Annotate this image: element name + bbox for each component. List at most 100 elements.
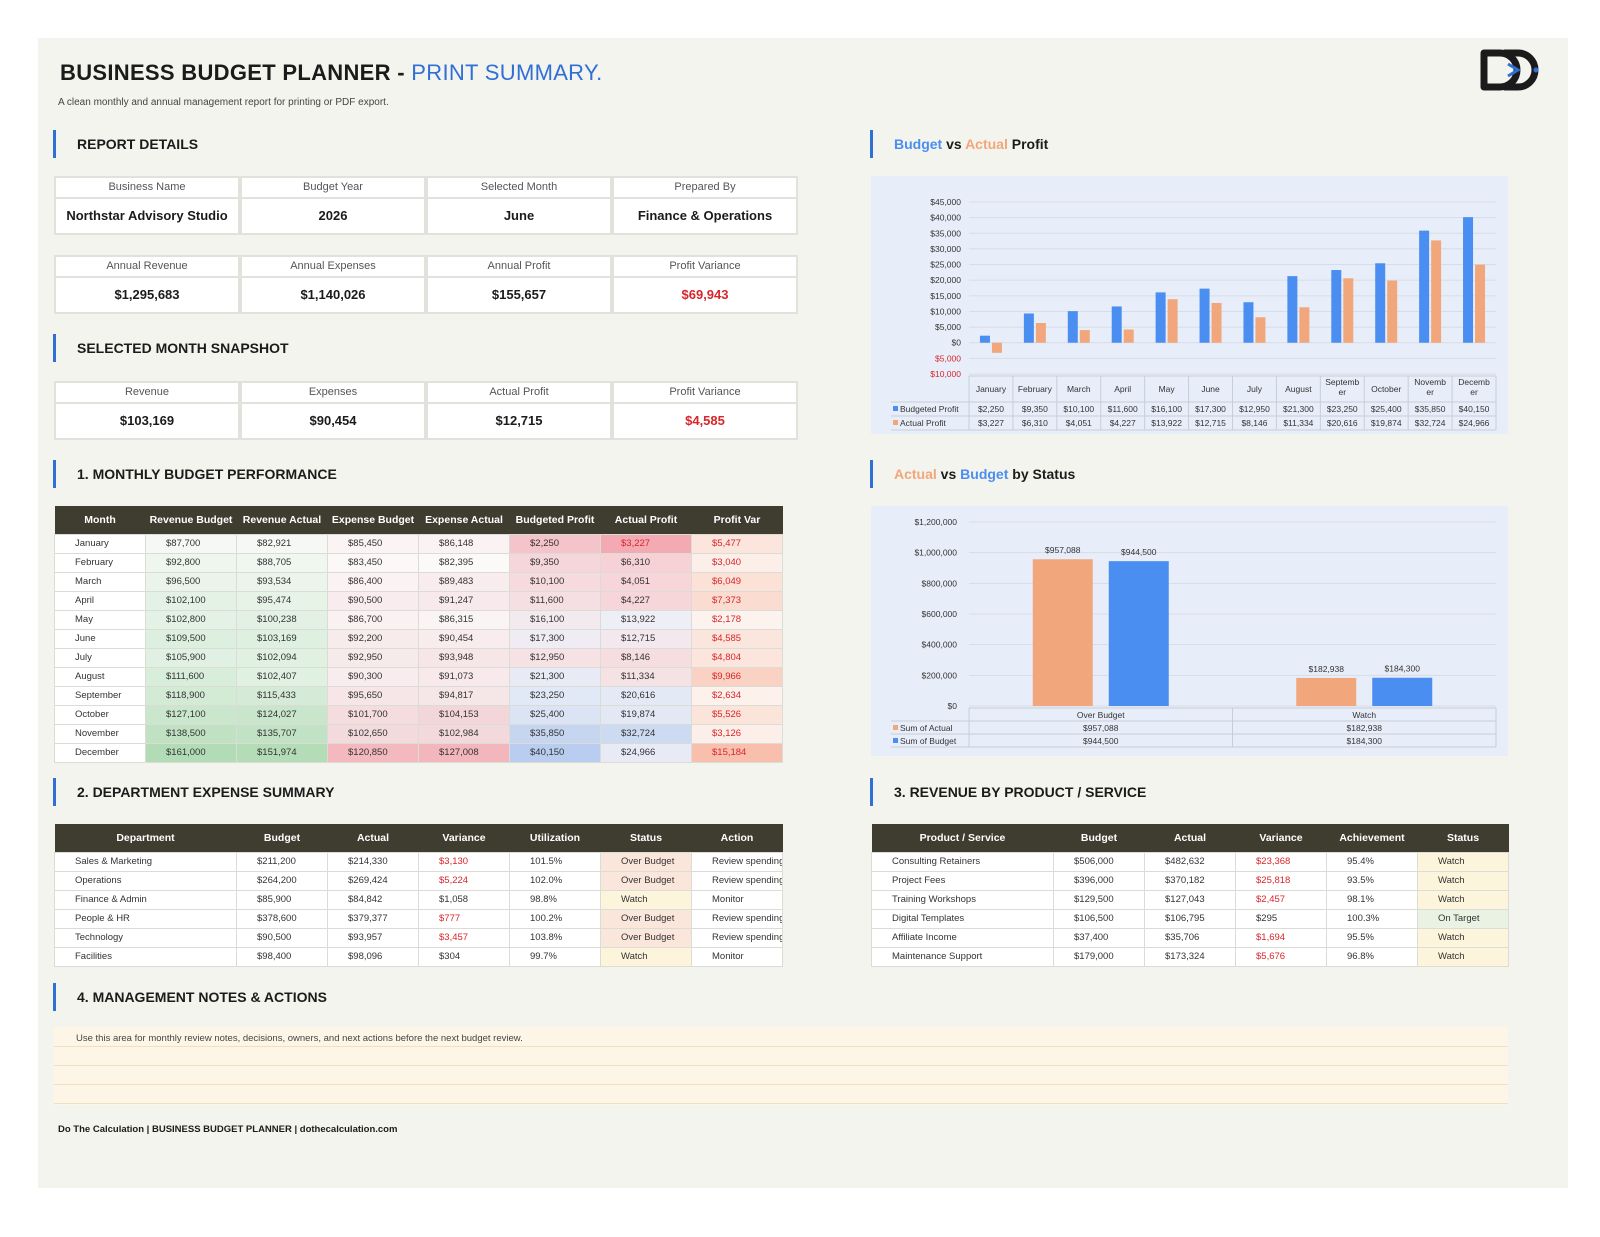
- monthly-cell: $91,073: [418, 666, 510, 687]
- management-notes-area[interactable]: Use this area for monthly review notes, …: [54, 1027, 1508, 1105]
- snapshot-revenue-value: $103,169: [54, 404, 240, 440]
- monthly-cell: November: [54, 723, 146, 744]
- notes-rule: [54, 1065, 1508, 1066]
- monthly-cell: $8,146: [600, 647, 692, 668]
- department-cell: $5,224: [418, 870, 510, 891]
- bar-budgeted: [1067, 311, 1078, 343]
- product-row: Consulting Retainers $506,000 $482,632 $23,…: [871, 851, 1509, 872]
- department-summary-heading: 2. DEPARTMENT EXPENSE SUMMARY: [53, 778, 453, 806]
- data-table-value: $25,400: [1371, 404, 1402, 414]
- monthly-cell: $127,100: [145, 704, 237, 725]
- data-table-value: $184,300: [1347, 736, 1383, 746]
- product-cell: $482,632: [1144, 851, 1236, 872]
- data-table-value: $32,724: [1415, 418, 1446, 428]
- bar-budget: [1372, 677, 1433, 706]
- department-cell: 100.2%: [509, 908, 601, 929]
- department-row: Facilities $98,400 $98,096 $304 99.7% Watch Mo…: [54, 946, 783, 967]
- bar-actual: [1299, 307, 1310, 343]
- monthly-cell: $9,350: [509, 552, 601, 573]
- y-tick-label: $35,000: [930, 228, 961, 238]
- y-tick-label: $1,000,000: [914, 548, 957, 558]
- department-cell: Watch: [600, 946, 692, 967]
- department-col-header: Status: [600, 824, 692, 852]
- product-cell: 100.3%: [1326, 908, 1418, 929]
- bar-data-label: $957,088: [1045, 545, 1081, 555]
- y-tick-label: $0: [952, 338, 962, 348]
- y-tick-label: $15,000: [930, 291, 961, 301]
- monthly-cell: September: [54, 685, 146, 706]
- monthly-cell: $40,150: [509, 742, 601, 763]
- product-cell: 95.4%: [1326, 851, 1418, 872]
- department-cell: $269,424: [327, 870, 419, 891]
- department-cell: $98,400: [236, 946, 328, 967]
- title-accent: PRINT SUMMARY.: [411, 60, 603, 85]
- product-col-header: Achievement: [1326, 824, 1418, 852]
- annual-profit-value: $155,657: [426, 278, 612, 314]
- x-category-label: October: [1371, 384, 1401, 394]
- annual-expenses-value: $1,140,026: [240, 278, 426, 314]
- monthly-cell: $135,707: [236, 723, 328, 744]
- monthly-row: July $105,900 $102,094 $92,950 $93,948 $12,95…: [54, 647, 783, 668]
- data-table-value: $12,715: [1195, 418, 1226, 428]
- product-row: Affiliate Income $37,400 $35,706 $1,694 95.5…: [871, 927, 1509, 948]
- x-category-label: February: [1018, 384, 1053, 394]
- monthly-row: December $161,000 $151,974 $120,850 $127,008…: [54, 742, 783, 763]
- data-table-value: $13,922: [1151, 418, 1182, 428]
- bar-budgeted: [1155, 292, 1166, 343]
- monthly-cell: $86,400: [327, 571, 419, 592]
- department-cell: $304: [418, 946, 510, 967]
- monthly-cell: $104,153: [418, 704, 510, 725]
- monthly-cell: $161,000: [145, 742, 237, 763]
- monthly-col-header: Expense Budget: [327, 506, 419, 534]
- monthly-cell: May: [54, 609, 146, 630]
- product-col-header: Budget: [1053, 824, 1145, 852]
- prepared-by-label: Prepared By: [612, 176, 798, 199]
- monthly-cell: $13,922: [600, 609, 692, 630]
- monthly-cell: $109,500: [145, 628, 237, 649]
- annual-profit-label: Annual Profit: [426, 255, 612, 278]
- profit-chart-panel: $45,000 $40,000 $35,000 $30,000 $25,000 $20,0…: [871, 176, 1508, 434]
- monthly-cell: $2,634: [691, 685, 783, 706]
- monthly-cell: $105,900: [145, 647, 237, 668]
- product-cell: $1,694: [1235, 927, 1327, 948]
- department-cell: $211,200: [236, 851, 328, 872]
- department-cell: $3,130: [418, 851, 510, 872]
- monthly-cell: August: [54, 666, 146, 687]
- bar-budgeted: [1331, 270, 1342, 343]
- product-cell: Consulting Retainers: [871, 851, 1054, 872]
- product-cell: $370,182: [1144, 870, 1236, 891]
- bar-budget: [1108, 561, 1169, 706]
- monthly-cell: $127,008: [418, 742, 510, 763]
- product-cell: $295: [1235, 908, 1327, 929]
- monthly-cell: April: [54, 590, 146, 611]
- profit-variance-value: $69,943: [612, 278, 798, 314]
- data-table-value: $24,966: [1459, 418, 1490, 428]
- bar-actual: [1123, 329, 1134, 343]
- monthly-cell: $95,474: [236, 590, 328, 611]
- legend-swatch: [893, 420, 898, 425]
- product-cell: $5,676: [1235, 946, 1327, 967]
- bar-actual: [1032, 559, 1093, 706]
- bar-actual: [1167, 299, 1178, 343]
- monthly-cell: $4,227: [600, 590, 692, 611]
- department-col-header: Action: [691, 824, 783, 852]
- department-col-header: Department: [54, 824, 237, 852]
- bar-budgeted: [1243, 302, 1254, 343]
- product-row: Digital Templates $106,500 $106,795 $295 100…: [871, 908, 1509, 929]
- report-details-row1: Business Name Budget Year Selected Month…: [54, 176, 798, 235]
- product-col-header: Status: [1417, 824, 1509, 852]
- monthly-col-header: Budgeted Profit: [509, 506, 601, 534]
- monthly-row: May $102,800 $100,238 $86,700 $86,315 $16,100…: [54, 609, 783, 630]
- monthly-performance-heading: 1. MONTHLY BUDGET PERFORMANCE: [53, 460, 453, 488]
- monthly-cell: $5,526: [691, 704, 783, 725]
- legend-label: Sum of Budget: [900, 736, 957, 746]
- monthly-cell: $11,600: [509, 590, 601, 611]
- monthly-cell: $102,094: [236, 647, 328, 668]
- monthly-cell: $89,483: [418, 571, 510, 592]
- department-cell: Monitor: [691, 946, 783, 967]
- snapshot-expenses-value: $90,454: [240, 404, 426, 440]
- y-tick-label: $25,000: [930, 260, 961, 270]
- report-details-heading: REPORT DETAILS: [53, 130, 353, 158]
- department-row: Operations $264,200 $269,424 $5,224 102.0% Ov…: [54, 870, 783, 891]
- monthly-col-header: Revenue Actual: [236, 506, 328, 534]
